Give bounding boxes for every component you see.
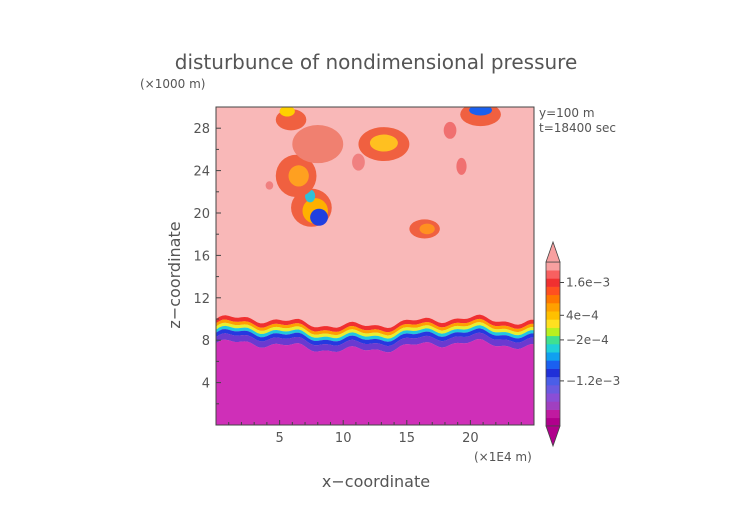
y-tick-label-4: 4 bbox=[202, 377, 210, 392]
colorbar-level-6 bbox=[546, 368, 560, 378]
upper-cell-15 bbox=[443, 121, 457, 139]
x-unit-label: (×1E4 m) bbox=[474, 450, 532, 464]
colorbar-level-13 bbox=[546, 311, 560, 320]
colorbar: 1.6e−3 4e−4 −2e−4 −1.2e−3 bbox=[545, 240, 620, 448]
x-tick-label-5: 5 bbox=[275, 431, 283, 446]
colorbar-level-9 bbox=[546, 344, 560, 353]
colorbar-level-15 bbox=[546, 294, 560, 304]
colorbar-level-5 bbox=[546, 376, 560, 386]
upper-cell-6 bbox=[292, 125, 344, 164]
colorbar-level-11 bbox=[546, 327, 560, 337]
colorbar-level-17 bbox=[546, 278, 560, 287]
colorbar-level-16 bbox=[546, 286, 560, 296]
colorbar-level-19 bbox=[546, 262, 560, 271]
colorbar-level-14 bbox=[546, 303, 560, 312]
y-unit-label: (×1000 m) bbox=[140, 77, 205, 91]
x-tick-label-20: 20 bbox=[462, 431, 479, 446]
colorbar-level-12 bbox=[546, 319, 560, 328]
colorbar-tick-label-0: 1.6e−3 bbox=[566, 276, 610, 290]
y-tick-label-16: 16 bbox=[193, 249, 210, 264]
interface-band-5 bbox=[216, 314, 534, 333]
interface-band-0 bbox=[216, 332, 534, 353]
colorbar-level-8 bbox=[546, 352, 560, 361]
colorbar-top-arrow bbox=[545, 240, 561, 263]
colorbar-level-2 bbox=[546, 401, 560, 410]
interface-band-3 bbox=[216, 322, 534, 339]
colorbar-bottom-arrow bbox=[545, 425, 561, 448]
interface-band-2 bbox=[216, 325, 534, 342]
x-tick-label-10: 10 bbox=[335, 431, 352, 446]
upper-cell-10 bbox=[419, 223, 435, 235]
upper-cell-8 bbox=[369, 134, 398, 152]
annotation-t: t=18400 sec bbox=[539, 121, 616, 135]
x-ticks: 5 10 15 20 bbox=[228, 420, 522, 446]
x-tick-label-15: 15 bbox=[399, 431, 416, 446]
annotation-y: y=100 m bbox=[539, 106, 595, 120]
lower-layer bbox=[216, 339, 534, 425]
upper-cell-14 bbox=[469, 107, 493, 116]
chart-title: disturbunce of nondimensional pressure bbox=[175, 50, 578, 74]
colorbar-level-1 bbox=[546, 409, 560, 419]
y-ticks: 4 8 12 16 20 24 28 bbox=[193, 122, 221, 405]
upper-cell-18 bbox=[265, 181, 274, 190]
upper-cell-16 bbox=[456, 157, 467, 175]
interface-band-4 bbox=[216, 318, 534, 336]
upper-cell-12 bbox=[279, 107, 295, 117]
upper-cell-2 bbox=[310, 208, 328, 226]
colorbar-level-3 bbox=[546, 393, 560, 402]
colorbar-tick-label-3: −1.2e−3 bbox=[566, 374, 620, 388]
colorbar-tick-label-2: −2e−4 bbox=[566, 333, 609, 347]
upper-cell-17 bbox=[352, 153, 365, 171]
colorbar-level-7 bbox=[546, 360, 560, 369]
colorbar-tick-label-1: 4e−4 bbox=[566, 308, 599, 322]
y-tick-label-20: 20 bbox=[193, 207, 210, 222]
colorbar-level-10 bbox=[546, 335, 560, 345]
colorbar-level-4 bbox=[546, 385, 560, 394]
upper-cell-5 bbox=[288, 165, 309, 187]
y-tick-label-12: 12 bbox=[193, 292, 210, 307]
plot-area bbox=[215, 106, 535, 426]
colorbar-level-18 bbox=[546, 270, 560, 279]
y-tick-label-28: 28 bbox=[193, 122, 210, 137]
x-axis-label: x−coordinate bbox=[322, 472, 430, 491]
plot-frame bbox=[215, 106, 535, 426]
y-tick-label-24: 24 bbox=[193, 165, 210, 180]
y-tick-label-8: 8 bbox=[202, 334, 210, 349]
colorbar-level-0 bbox=[546, 417, 560, 427]
y-axis-label: z−coordinate bbox=[165, 221, 184, 328]
interface-band-1 bbox=[216, 328, 534, 347]
